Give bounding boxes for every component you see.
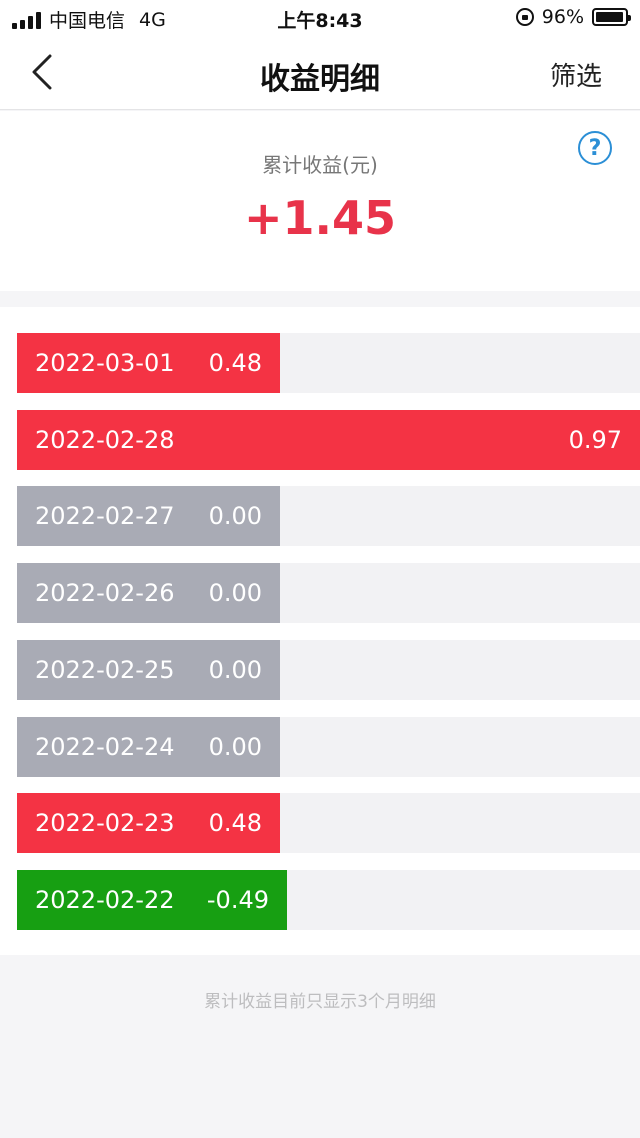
list-item[interactable]: 2022-02-28 0.97 — [17, 409, 640, 470]
signal-icon — [12, 11, 41, 29]
list-item[interactable]: 2022-02-23 0.48 — [17, 793, 640, 854]
help-icon[interactable]: ? — [578, 131, 612, 165]
earnings-bar: 2022-02-24 0.00 — [17, 716, 280, 777]
footer-note: 累计收益目前只显示3个月明细 — [204, 992, 436, 1012]
row-amount: 0.00 — [208, 655, 262, 684]
chevron-left-icon — [32, 54, 52, 90]
row-date: 2022-02-28 — [35, 425, 175, 454]
filter-button[interactable]: 筛选 — [550, 56, 602, 93]
earnings-bar: 2022-02-28 0.97 — [17, 409, 640, 470]
list-item[interactable]: 2022-03-01 0.48 — [17, 333, 640, 393]
status-time: 上午8:43 — [277, 10, 363, 32]
earnings-bar: 2022-02-27 0.00 — [17, 486, 280, 547]
list-item[interactable]: 2022-02-26 0.00 — [17, 563, 640, 624]
total-earnings-label: 累计收益(元) — [262, 153, 378, 177]
list-item[interactable]: 2022-02-27 0.00 — [17, 486, 640, 547]
rotation-lock-icon — [515, 8, 534, 26]
row-date: 2022-02-23 — [35, 809, 175, 838]
row-amount: 0.00 — [208, 732, 262, 761]
battery-icon — [592, 8, 631, 26]
row-date: 2022-02-25 — [35, 655, 175, 684]
back-button[interactable] — [22, 52, 62, 92]
row-amount: -0.49 — [206, 885, 269, 914]
earnings-bar: 2022-02-25 0.00 — [17, 639, 280, 700]
row-date: 2022-03-01 — [35, 349, 175, 377]
row-date: 2022-02-24 — [35, 732, 175, 761]
total-earnings-value: +1.45 — [243, 191, 397, 245]
earnings-bar: 2022-03-01 0.48 — [17, 333, 280, 393]
status-left: 中国电信 4G — [12, 6, 166, 33]
row-date: 2022-02-27 — [35, 502, 175, 531]
earnings-bar: 2022-02-22 -0.49 — [17, 869, 287, 930]
row-amount: 0.48 — [208, 349, 262, 377]
network-label: 4G — [139, 8, 166, 31]
list-item[interactable]: 2022-02-25 0.00 — [17, 639, 640, 700]
row-amount: 0.48 — [208, 809, 262, 838]
battery-percent: 96% — [541, 6, 584, 28]
row-date: 2022-02-26 — [35, 579, 175, 608]
earnings-bar: 2022-02-23 0.48 — [17, 793, 280, 854]
status-bar: 中国电信 4G 上午8:43 96% — [0, 0, 640, 36]
status-right: 96% — [515, 6, 631, 28]
nav-bar: 收益明细 筛选 — [0, 36, 640, 110]
list-item[interactable]: 2022-02-22 -0.49 — [17, 869, 640, 930]
battery-fill — [596, 12, 623, 22]
summary-card: ? 累计收益(元) +1.45 — [0, 111, 640, 291]
row-amount: 0.00 — [208, 579, 262, 608]
earnings-list: 2022-03-01 0.48 2022-02-28 0.97 2022-02-27 0.… — [0, 307, 640, 955]
earnings-bar: 2022-02-26 0.00 — [17, 563, 280, 624]
row-amount: 0.97 — [568, 425, 622, 454]
row-amount: 0.00 — [208, 502, 262, 531]
page-title: 收益明细 — [260, 62, 380, 97]
row-date: 2022-02-22 — [35, 885, 175, 914]
list-item[interactable]: 2022-02-24 0.00 — [17, 716, 640, 777]
carrier-label: 中国电信 — [49, 10, 126, 32]
